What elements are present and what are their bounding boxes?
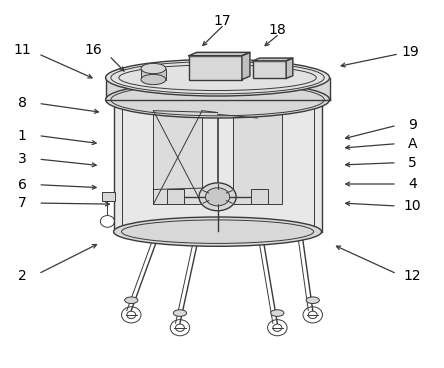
Ellipse shape <box>306 297 319 304</box>
Text: 19: 19 <box>401 45 419 59</box>
Ellipse shape <box>114 217 321 246</box>
FancyBboxPatch shape <box>251 190 268 204</box>
FancyBboxPatch shape <box>167 190 184 204</box>
FancyBboxPatch shape <box>189 56 242 79</box>
Text: 1: 1 <box>17 128 26 143</box>
Ellipse shape <box>173 310 186 316</box>
Text: 3: 3 <box>18 152 26 166</box>
Ellipse shape <box>271 310 284 316</box>
FancyBboxPatch shape <box>106 78 329 100</box>
Ellipse shape <box>199 183 236 211</box>
Text: 16: 16 <box>85 43 103 57</box>
Text: 11: 11 <box>13 43 31 57</box>
FancyBboxPatch shape <box>103 192 115 201</box>
FancyBboxPatch shape <box>153 111 202 204</box>
Text: 6: 6 <box>17 178 26 192</box>
Text: 2: 2 <box>18 269 26 283</box>
Text: 18: 18 <box>269 23 286 37</box>
Ellipse shape <box>129 218 306 240</box>
Text: A: A <box>408 137 417 151</box>
Ellipse shape <box>106 81 329 118</box>
Text: 10: 10 <box>404 199 421 213</box>
Polygon shape <box>286 58 293 78</box>
Ellipse shape <box>141 63 166 74</box>
Ellipse shape <box>106 59 329 96</box>
FancyBboxPatch shape <box>141 68 166 79</box>
Polygon shape <box>253 58 293 61</box>
Text: 8: 8 <box>17 96 26 110</box>
Polygon shape <box>189 52 250 56</box>
FancyBboxPatch shape <box>114 100 321 232</box>
Text: 7: 7 <box>18 196 26 210</box>
Ellipse shape <box>206 188 230 206</box>
Ellipse shape <box>141 74 166 85</box>
FancyBboxPatch shape <box>233 111 282 204</box>
Text: 5: 5 <box>408 156 417 170</box>
Text: 17: 17 <box>213 14 231 28</box>
Text: 12: 12 <box>404 269 421 283</box>
FancyBboxPatch shape <box>253 61 286 78</box>
Ellipse shape <box>125 297 138 304</box>
Text: 4: 4 <box>408 177 417 191</box>
Polygon shape <box>242 52 250 79</box>
Text: 9: 9 <box>408 118 417 132</box>
